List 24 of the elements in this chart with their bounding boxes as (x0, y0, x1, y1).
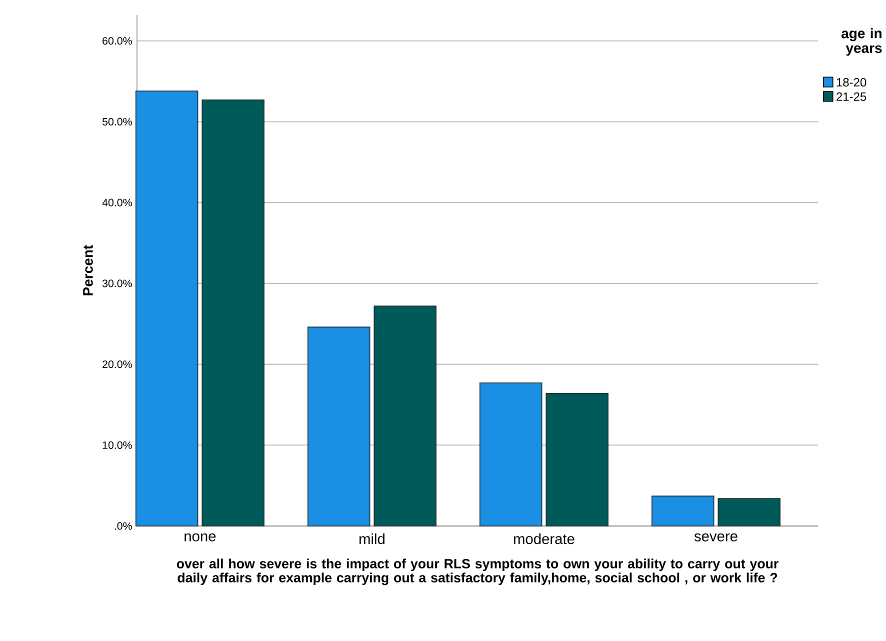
y-tick-label: 20.0% (102, 360, 132, 368)
x-tick-label: moderate (514, 533, 574, 544)
x-axis-title: over all how severe is the impact of your RLS symptoms to own your ability to carry out your daily affairs for example carrying out a satisfactory family,home, social school , or work life ? (176, 558, 778, 586)
y-tick-label: 40.0% (102, 198, 132, 206)
bar (480, 382, 542, 526)
bar (652, 496, 714, 526)
y-axis-title: Percent (83, 244, 93, 296)
y-tick-label: 10.0% (102, 441, 132, 449)
bar (202, 99, 264, 526)
bar (718, 498, 780, 526)
legend-title: age in years (842, 28, 882, 56)
x-tick-label: none (184, 533, 216, 542)
y-tick-label: 60.0% (102, 37, 132, 45)
bar (135, 90, 198, 526)
y-tick-label: .0% (114, 522, 132, 530)
bar (307, 326, 370, 526)
legend-label: 18-20 (836, 78, 866, 87)
bar (546, 392, 608, 526)
x-tick-label: severe (694, 533, 738, 542)
bar (374, 306, 436, 526)
legend-label: 21-25 (836, 92, 866, 101)
y-tick-label: 50.0% (102, 118, 132, 126)
x-tick-label: mild (360, 533, 384, 544)
y-tick-label: 30.0% (102, 280, 132, 288)
